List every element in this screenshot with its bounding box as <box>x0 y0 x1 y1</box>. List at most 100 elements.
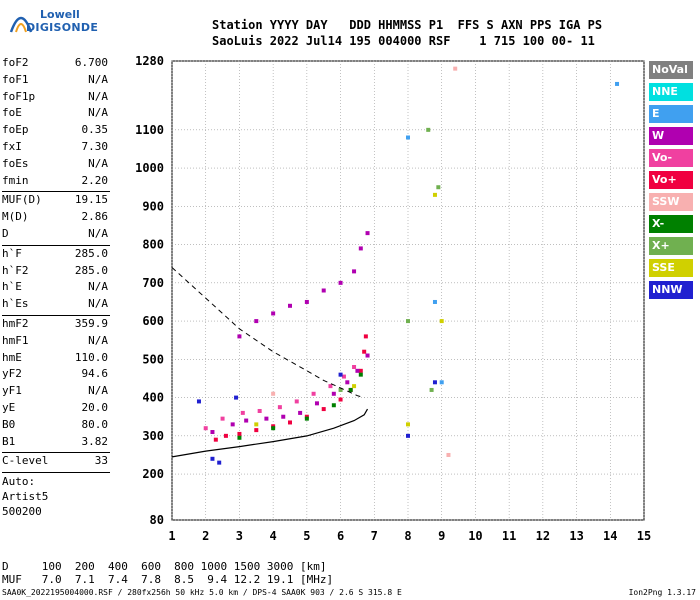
param-row-fxi: fxI 7.30 <box>2 140 110 157</box>
data-point <box>426 127 431 132</box>
divider <box>2 314 110 316</box>
x-tick-label: 4 <box>270 529 277 543</box>
param-value: N/A <box>88 297 108 311</box>
param-value: N/A <box>88 106 108 120</box>
param-value: N/A <box>88 280 108 294</box>
param-name: D <box>2 226 9 240</box>
data-point <box>257 408 262 413</box>
param-name: foF1p <box>2 89 36 103</box>
data-point <box>288 420 292 425</box>
data-point <box>271 426 276 431</box>
divider <box>2 452 110 454</box>
param-value: 3.82 <box>81 434 109 448</box>
data-marks <box>196 66 620 465</box>
param-row-mufd: MUF(D) 19.15 <box>2 193 110 210</box>
data-point <box>244 418 249 423</box>
brand-line1: Lowell <box>40 8 80 21</box>
data-point <box>615 81 620 86</box>
legend-item-x: X+ <box>649 237 693 255</box>
param-value: N/A <box>88 384 108 398</box>
param-value: 285.0 <box>74 263 108 277</box>
data-point <box>432 192 437 197</box>
x-tick-label: 13 <box>569 529 583 543</box>
y-tick-label: 900 <box>142 199 164 213</box>
data-point <box>321 288 326 293</box>
param-value: 0.35 <box>81 123 109 137</box>
x-tick-label: 1 <box>168 529 175 543</box>
divider <box>2 191 110 193</box>
param-value: N/A <box>88 333 108 347</box>
param-value: 359.9 <box>74 316 108 330</box>
data-point <box>362 349 367 354</box>
data-point <box>406 422 410 427</box>
data-point <box>196 399 201 404</box>
param-name: foEs <box>2 156 29 170</box>
param-name: fxI <box>2 139 22 153</box>
footer-d-line: D 100 200 400 600 800 1000 1500 3000 [km… <box>2 560 327 573</box>
data-point <box>365 353 370 358</box>
auto-code: 500200 <box>2 505 42 519</box>
footer-muf-line: MUF 7.0 7.1 7.4 7.8 8.5 9.4 12.2 19.1 [M… <box>2 573 334 586</box>
y-tick-labels: 80 200 300 400 500 600 700 800 900 1000 1100 1280 <box>135 54 164 527</box>
data-point <box>365 231 370 236</box>
data-point <box>406 135 410 140</box>
data-point <box>254 422 259 427</box>
data-point <box>298 410 303 415</box>
param-name: h`F <box>2 246 22 260</box>
x-tick-label: 7 <box>371 529 378 543</box>
data-point <box>234 395 239 400</box>
param-row-b0: B0 80.0 <box>2 418 110 435</box>
data-point <box>406 433 410 438</box>
divider <box>2 472 110 474</box>
data-point <box>345 380 350 385</box>
x-tick-label: 9 <box>438 529 445 543</box>
data-point <box>358 246 363 251</box>
param-value: 2.20 <box>81 173 109 187</box>
param-name: yE <box>2 400 16 414</box>
data-point <box>439 380 444 385</box>
data-point <box>294 399 299 404</box>
data-point <box>429 387 434 392</box>
data-point <box>311 391 316 396</box>
x-tick-label: 11 <box>502 529 516 543</box>
x-tick-label: 2 <box>202 529 209 543</box>
data-point <box>352 269 357 274</box>
data-point <box>439 319 444 324</box>
param-name: foEp <box>2 123 29 137</box>
data-point <box>338 397 343 402</box>
data-point <box>432 299 437 304</box>
param-row-hf2: h`F2 285.0 <box>2 264 110 281</box>
data-point <box>406 319 410 324</box>
data-point <box>210 430 215 435</box>
param-name: yF1 <box>2 384 22 398</box>
clevel-name: C-level <box>2 454 49 468</box>
x-tick-label: 15 <box>637 529 651 543</box>
divider <box>2 244 110 246</box>
data-point <box>331 391 336 396</box>
param-row-hme: hmE 110.0 <box>2 351 110 368</box>
data-point <box>254 319 259 324</box>
param-name: yF2 <box>2 367 22 381</box>
y-tick-label: 300 <box>142 429 164 443</box>
autoscale-info: Auto: Artist5 500200 <box>2 474 110 519</box>
brand-line2: DIGISONDE <box>26 21 99 34</box>
param-row-ye: yE 20.0 <box>2 401 110 418</box>
digisonde-logo-icon <box>9 16 33 33</box>
data-point <box>271 311 276 316</box>
data-point <box>304 416 309 421</box>
x-tick-label: 6 <box>337 529 344 543</box>
param-value: 20.0 <box>81 400 109 414</box>
legend-item-vo: Vo- <box>649 149 693 167</box>
param-name: h`F2 <box>2 263 29 277</box>
param-row-foep: foEp 0.35 <box>2 123 110 140</box>
param-row-hf: h`F 285.0 <box>2 247 110 264</box>
param-value: N/A <box>88 89 108 103</box>
data-point <box>453 66 458 71</box>
data-point <box>331 403 336 408</box>
parameter-panel: foF2 6.700 foF1 N/A foF1p N/A foE N/A foEp 0.35 fx… <box>2 56 110 519</box>
grid-lines <box>171 60 645 521</box>
footer-version: Ion2Png 1.3.17 <box>628 588 696 597</box>
brand-logo: Lowell DIGISONDE <box>4 6 124 46</box>
y-tick-label: 500 <box>142 352 164 366</box>
curves <box>171 267 369 458</box>
